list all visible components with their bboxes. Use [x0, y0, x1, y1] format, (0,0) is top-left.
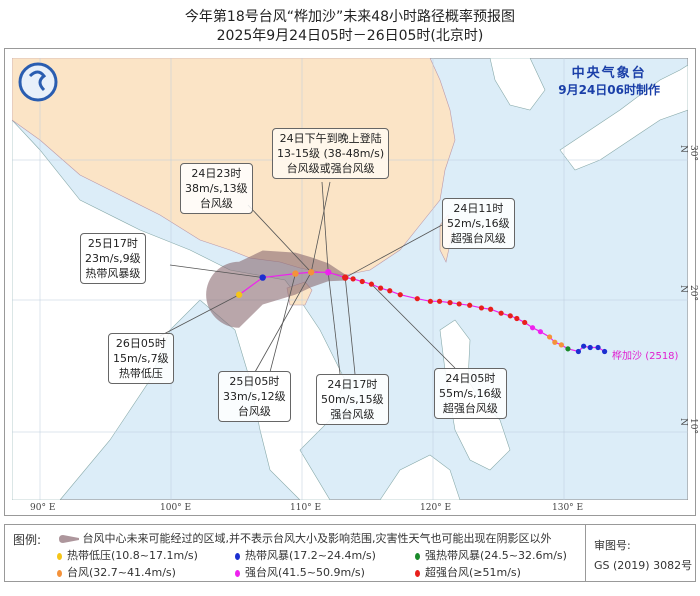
track-point [581, 343, 587, 349]
track-point [467, 302, 473, 308]
issue-time: 9月24日06时制作 [558, 83, 660, 97]
legend-item-sty: 强台风(41.5~50.9m/s) [235, 564, 365, 580]
graticule [12, 58, 688, 500]
track-point [447, 300, 453, 306]
lat-label: 20° N [678, 285, 698, 301]
legend-item-sts: 强热带风暴(24.5~32.6m/s) [415, 547, 567, 563]
forecast-point [235, 291, 243, 298]
callout-25-17: 25日17时 23m/s,9级 热带风暴级 [80, 233, 146, 284]
lon-label: 90° E [30, 503, 56, 513]
track-point [478, 305, 485, 311]
lat-label: 30° N [678, 145, 698, 161]
superty-marker-icon [415, 569, 420, 577]
callout-24-23: 24日23时 38m/s,13级 台风级 [180, 163, 253, 214]
track-point [565, 346, 571, 352]
cone-swatch-icon [59, 535, 79, 543]
track-point [587, 344, 593, 351]
track-point [529, 325, 536, 331]
track-point [552, 339, 558, 345]
track-point [368, 281, 375, 287]
map-approval: 审图号: GS (2019) 3082号 [585, 525, 692, 581]
leader-line [321, 181, 329, 273]
track-point [427, 298, 433, 304]
sts-marker-icon [415, 552, 420, 560]
legend-item-ty: 台风(32.7~41.4m/s) [57, 564, 176, 580]
typhoon-name: 桦加沙 [612, 351, 642, 362]
track-point [378, 285, 384, 291]
track-point [397, 292, 403, 298]
track-point [602, 348, 608, 355]
track-point [522, 319, 528, 326]
forecast-point [259, 274, 266, 281]
lon-label: 110° E [290, 503, 322, 513]
leader-line [345, 224, 443, 278]
track-point [387, 288, 393, 294]
ty-marker-icon [57, 569, 62, 577]
lon-label: 120° E [420, 503, 452, 513]
forecast-point [325, 269, 332, 276]
typhoon-name-label: 桦加沙 (2518) [612, 347, 678, 362]
cma-logo [18, 62, 58, 102]
forecast-point [307, 269, 315, 276]
track-point [558, 342, 564, 348]
leader-line [169, 264, 263, 278]
track-point [350, 276, 356, 282]
sty-marker-icon [235, 569, 240, 577]
leader-line [371, 283, 456, 369]
leader-line [327, 272, 341, 375]
track-point [514, 315, 520, 322]
forecast-point [342, 274, 349, 281]
legend-title: 图例: [13, 533, 42, 547]
td-marker-icon [57, 552, 62, 560]
leader-line [159, 294, 240, 337]
track-point [498, 310, 504, 316]
lat-label: 10° N [678, 418, 698, 434]
track-point [546, 334, 553, 340]
ts-marker-icon [235, 552, 240, 560]
callout-26-05: 26日05时 15m/s,7级 热带低压 [108, 333, 174, 384]
map-title: 今年第18号台风“桦加沙”未来48小时路径概率预报图 [184, 9, 516, 25]
callout-landfall: 24日下午到晚上登陆 13-15级 (38-48m/s) 台风级或强台风级 [272, 128, 390, 179]
leader-line [247, 204, 312, 273]
callout-24-17: 24日17时 50m/s,15级 强台风级 [316, 374, 389, 425]
approval-label: 审图号: [594, 539, 631, 552]
track-point [507, 313, 513, 319]
callout-24-05: 24日05时 55m/s,16级 超强台风级 [434, 368, 507, 419]
typhoon-number: (2518) [645, 351, 679, 362]
leader-line [310, 181, 331, 273]
map-frame [4, 48, 696, 516]
track-point [414, 296, 420, 302]
legend-item-superty: 超强台风(≥51m/s) [415, 564, 521, 580]
track-point [537, 329, 544, 335]
agency-stamp: 中央气象台 9月24日06时制作 [558, 62, 660, 98]
callout-25-05: 25日05时 33m/s,12级 台风级 [218, 371, 291, 422]
lon-label: 130° E [552, 503, 584, 513]
leader-line [344, 277, 356, 375]
track-point [359, 278, 365, 285]
forecast-point [292, 270, 299, 277]
land-borneo [379, 454, 461, 500]
legend-cone: 台风中心未来可能经过的区域,并不表示台风大小及影响范围,灾害性天气也可能出现在阴… [57, 530, 552, 546]
track-point [436, 298, 443, 304]
approval-number: GS (2019) 3082号 [594, 559, 693, 572]
track-point [575, 348, 582, 355]
track-point [595, 344, 601, 351]
callout-24-11: 24日11时 52m/s,16级 超强台风级 [442, 198, 515, 249]
legend-item-td: 热带低压(10.8~17.1m/s) [57, 547, 198, 563]
track-points [235, 269, 608, 355]
map-subtitle: 2025年9月24日05时－26日05时(北京时) [216, 28, 484, 44]
legend: 图例: 台风中心未来可能经过的区域,并不表示台风大小及影响范围,灾害性天气也可能… [4, 524, 696, 582]
legend-item-ts: 热带风暴(17.2~24.4m/s) [235, 547, 376, 563]
leader-line [254, 272, 312, 373]
callout-leader-lines [159, 181, 456, 375]
land-korea [489, 58, 546, 111]
lon-label: 100° E [160, 503, 192, 513]
track-point [456, 301, 462, 307]
agency-name: 中央气象台 [571, 66, 647, 81]
track-point [488, 306, 494, 312]
